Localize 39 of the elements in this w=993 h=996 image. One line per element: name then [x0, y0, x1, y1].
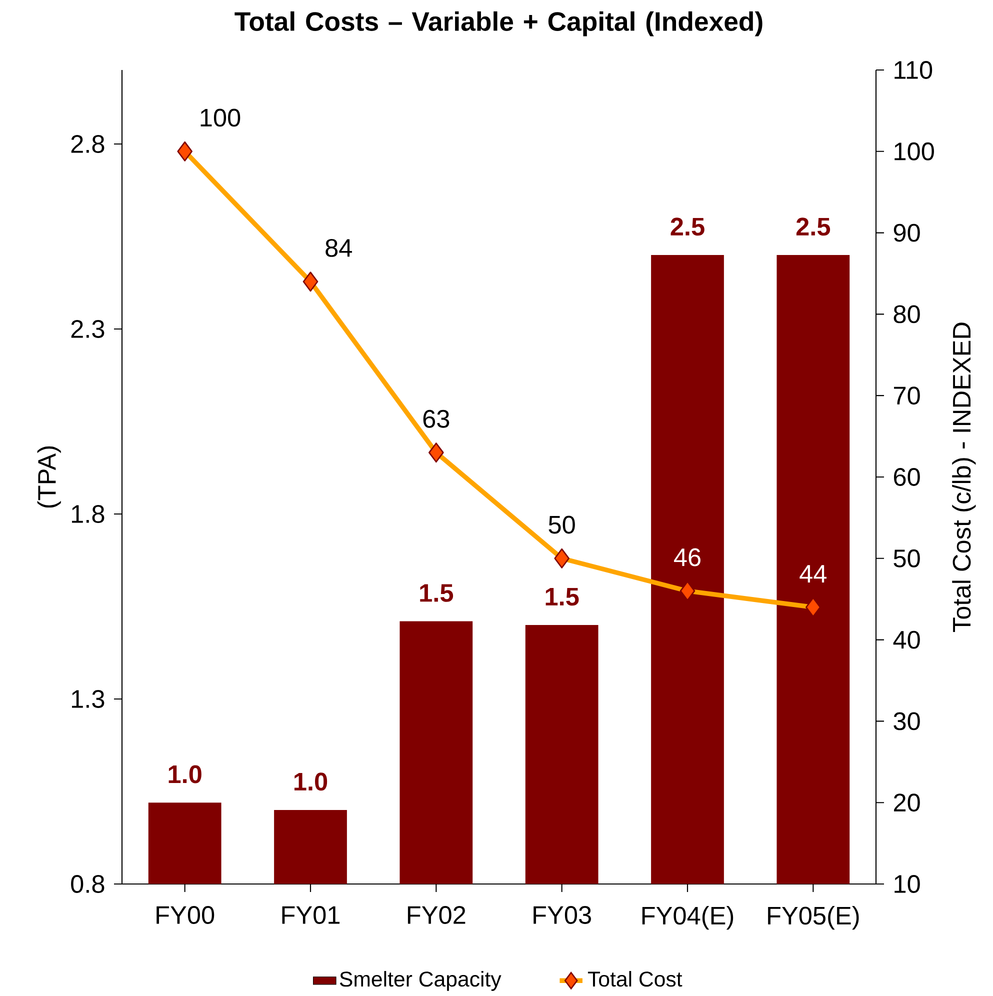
y2-tick-label: 60: [894, 468, 920, 486]
y2-tick-label: 110: [894, 61, 932, 79]
y2-tick-label: 70: [894, 386, 920, 405]
x-tick-label: FY01: [282, 906, 340, 924]
data-label: 84: [326, 238, 352, 257]
y-tick-label: 1.8: [72, 505, 104, 523]
x-tick-label: FY03: [534, 906, 591, 924]
y2-tick-label: 20: [894, 794, 920, 812]
x-tick-label: FY00: [156, 906, 214, 924]
y2-tick-label: 50: [894, 549, 920, 568]
data-label: 2.5: [796, 218, 830, 236]
y2-tick-label: 80: [894, 305, 920, 324]
y2-tick-label: 100: [894, 142, 934, 160]
data-label: 44: [800, 565, 827, 583]
y2-tick-label: 90: [894, 224, 920, 242]
y2-tick-label: 40: [893, 630, 920, 649]
data-label: 2.5: [670, 218, 704, 236]
y-tick-label: 2.3: [71, 320, 104, 338]
legend-label: Smelter Capacity: [340, 971, 502, 991]
data-label: 1.0: [168, 765, 202, 784]
y2-tick-label: 10: [894, 875, 920, 893]
y2-tick-label: 30: [894, 712, 920, 730]
x-tick-label: FY05(E): [768, 906, 859, 930]
y-tick-label: 1.3: [72, 690, 104, 708]
data-label: 1.0: [294, 772, 328, 791]
chart-title: Total Costs – Variable + Capital (Indexed): [234, 11, 762, 36]
y2-axis-title: Total Cost (c/lb) - INDEXED: [952, 322, 976, 632]
legend-label: Total Cost: [588, 971, 682, 987]
data-label: 1.5: [420, 584, 454, 602]
data-label: 63: [423, 410, 450, 428]
data-label: 100: [200, 108, 240, 127]
data-label: 1.5: [546, 588, 579, 606]
data-label: 50: [548, 516, 575, 534]
y-axis-title: (TPA): [37, 446, 61, 508]
data-label: 46: [674, 548, 700, 566]
x-tick-label: FY02: [408, 906, 466, 924]
y-tick-label: 2.8: [71, 135, 104, 153]
y-tick-label: 0.8: [71, 875, 104, 893]
x-tick-label: FY04(E): [642, 906, 734, 930]
